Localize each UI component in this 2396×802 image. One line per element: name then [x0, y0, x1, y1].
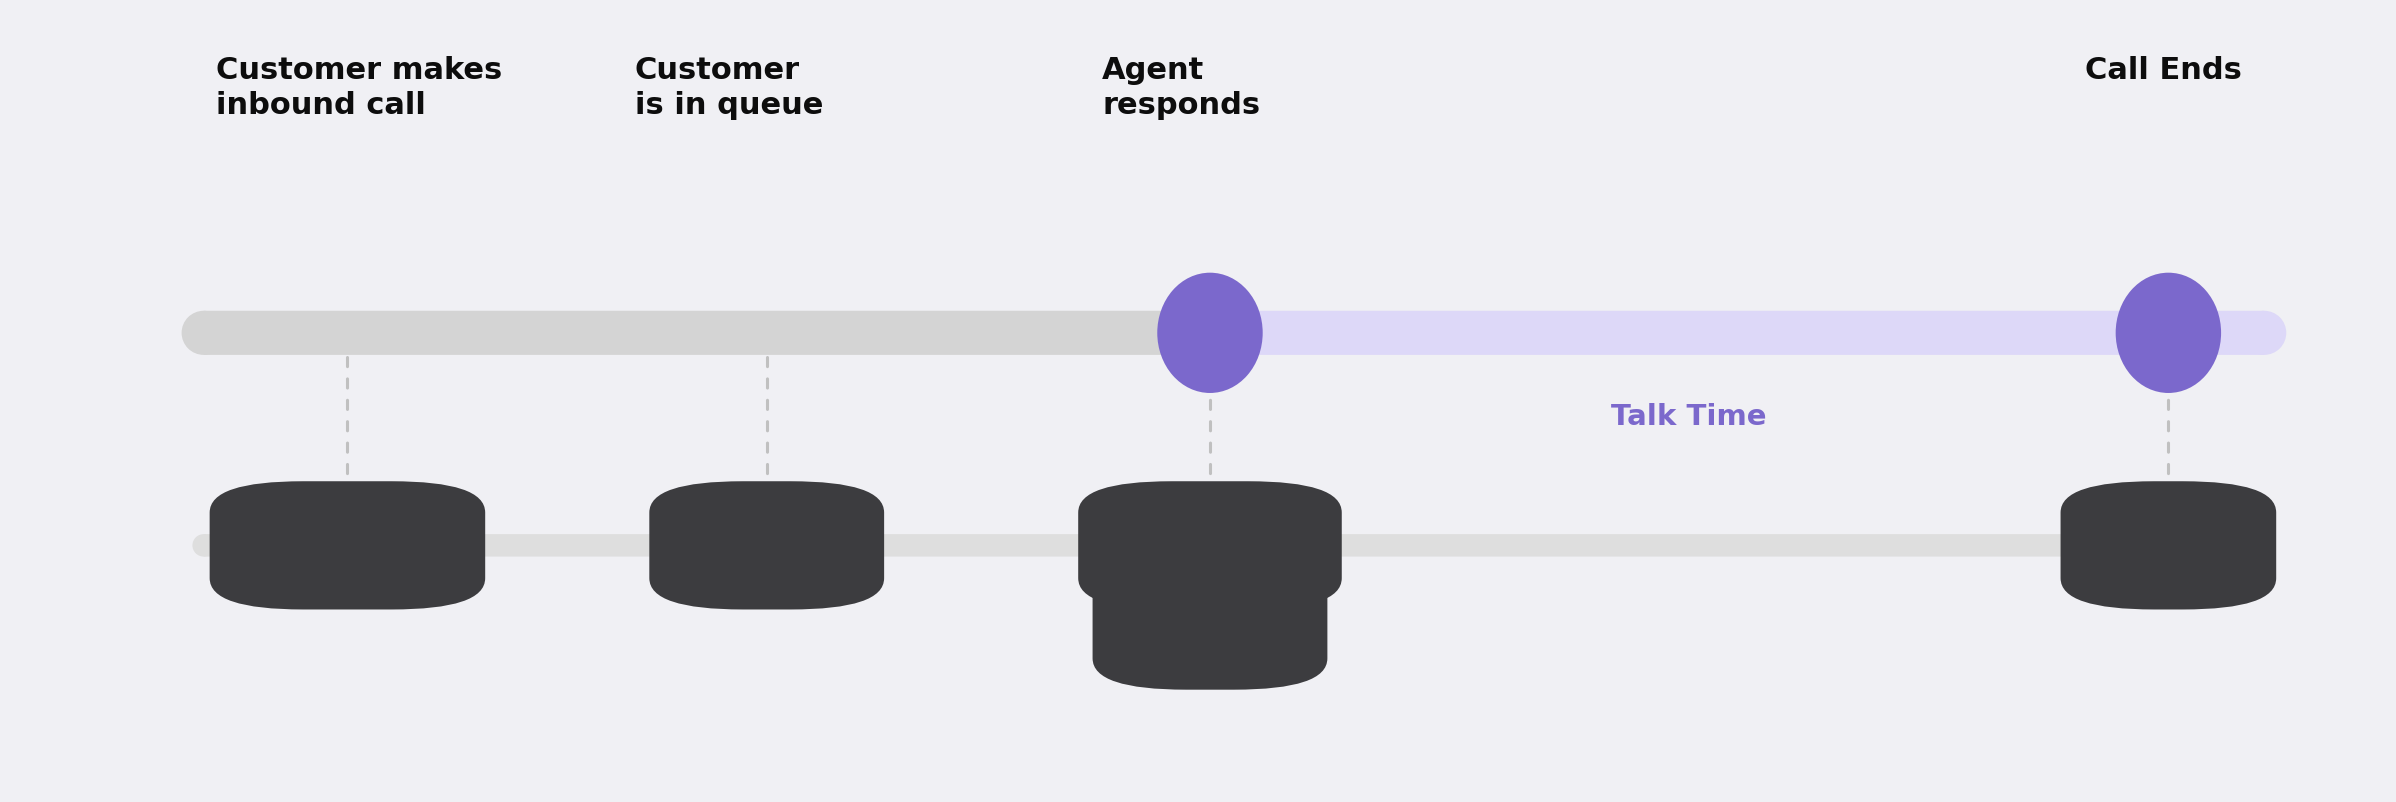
- Text: Call Ends: Call Ends: [2085, 56, 2240, 85]
- Ellipse shape: [182, 311, 225, 355]
- Ellipse shape: [2252, 534, 2276, 557]
- FancyBboxPatch shape: [204, 310, 1210, 354]
- FancyBboxPatch shape: [649, 481, 884, 610]
- Text: Initiated: Initiated: [278, 532, 417, 559]
- FancyBboxPatch shape: [1093, 561, 1327, 690]
- FancyBboxPatch shape: [1078, 481, 1342, 610]
- Ellipse shape: [2243, 311, 2286, 355]
- Text: Queued: Queued: [704, 532, 829, 559]
- Text: Ended: Ended: [2118, 532, 2219, 559]
- Ellipse shape: [2116, 273, 2221, 393]
- Text: Customer makes
inbound call: Customer makes inbound call: [216, 56, 501, 119]
- FancyBboxPatch shape: [211, 481, 486, 610]
- Text: Fulfilled: Fulfilled: [1143, 612, 1277, 639]
- Text: Talk Time: Talk Time: [1613, 403, 1766, 431]
- Text: Accepted: Accepted: [1133, 532, 1287, 559]
- Ellipse shape: [1157, 273, 1263, 393]
- Ellipse shape: [192, 534, 216, 557]
- Text: Agent
responds: Agent responds: [1102, 56, 1260, 119]
- FancyBboxPatch shape: [1210, 310, 2264, 354]
- FancyBboxPatch shape: [2061, 481, 2276, 610]
- Text: Customer
is in queue: Customer is in queue: [635, 56, 824, 119]
- FancyBboxPatch shape: [204, 534, 2264, 557]
